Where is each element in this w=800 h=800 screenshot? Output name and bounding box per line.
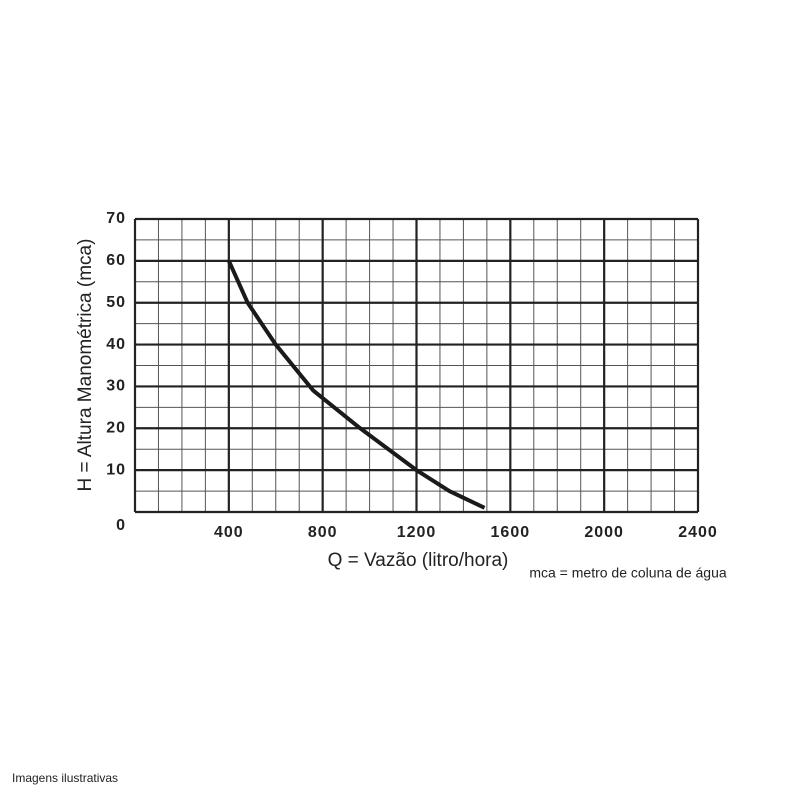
x-tick-label: 400 <box>214 524 244 541</box>
y-tick-label: 20 <box>106 420 126 437</box>
x-tick-label: 2000 <box>584 524 624 541</box>
y-tick-label: 40 <box>106 336 126 353</box>
x-tick-label: 800 <box>308 524 338 541</box>
x-tick-label: 1200 <box>397 524 437 541</box>
y-tick-label: 30 <box>106 378 126 395</box>
x-axis-label: Q = Vazão (litro/hora) <box>328 550 509 571</box>
y-axis-label: H = Altura Manométrica (mca) <box>75 239 96 492</box>
x-tick-label: 2400 <box>678 524 718 541</box>
y-tick-label: 0 <box>116 517 126 534</box>
curve <box>227 260 486 510</box>
y-tick-label: 60 <box>106 252 126 269</box>
y-tick-label: 50 <box>106 294 126 311</box>
y-tick-label: 10 <box>106 461 126 478</box>
footer: Imagens ilustrativas <box>12 771 118 785</box>
x-tick-label: 1600 <box>491 524 531 541</box>
note: mca = metro de coluna de água <box>529 565 727 581</box>
y-tick-label: 70 <box>106 210 126 227</box>
